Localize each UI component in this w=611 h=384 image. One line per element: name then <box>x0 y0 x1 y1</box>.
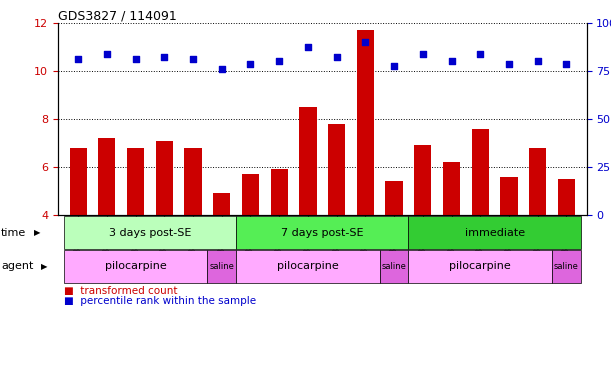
Bar <box>386 182 403 215</box>
Text: 3 days post-SE: 3 days post-SE <box>109 227 191 238</box>
Bar <box>98 138 115 215</box>
Bar <box>185 148 202 215</box>
Point <box>303 44 313 50</box>
Point <box>73 56 83 62</box>
Bar <box>443 162 460 215</box>
Text: agent: agent <box>1 261 34 271</box>
Point <box>447 58 456 65</box>
Point <box>102 51 112 57</box>
Bar <box>70 148 87 215</box>
Bar <box>127 148 144 215</box>
Point <box>246 61 255 67</box>
Text: saline: saline <box>210 262 234 271</box>
Point <box>418 51 428 57</box>
Text: time: time <box>1 227 26 238</box>
Point <box>562 61 571 67</box>
Text: ■  transformed count: ■ transformed count <box>64 286 178 296</box>
Point <box>159 53 169 60</box>
Point <box>217 66 227 72</box>
Bar <box>156 141 173 215</box>
Point <box>504 61 514 67</box>
Point <box>475 51 485 57</box>
Bar <box>242 174 259 215</box>
Text: saline: saline <box>382 262 406 271</box>
Point <box>389 63 399 70</box>
Text: pilocarpine: pilocarpine <box>450 261 511 271</box>
Text: pilocarpine: pilocarpine <box>104 261 166 271</box>
Text: ▶: ▶ <box>41 262 48 271</box>
Bar <box>558 179 575 215</box>
Bar <box>328 124 345 215</box>
Point <box>360 39 370 45</box>
Text: pilocarpine: pilocarpine <box>277 261 339 271</box>
Text: GDS3827 / 114091: GDS3827 / 114091 <box>58 10 177 23</box>
Text: ▶: ▶ <box>34 228 40 237</box>
Bar <box>299 107 316 215</box>
Bar <box>472 129 489 215</box>
Bar <box>213 194 230 215</box>
Bar <box>357 30 374 215</box>
Bar <box>500 177 518 215</box>
Point <box>332 53 342 60</box>
Text: immediate: immediate <box>464 227 525 238</box>
Text: ■  percentile rank within the sample: ■ percentile rank within the sample <box>64 296 256 306</box>
Point <box>274 58 284 65</box>
Text: 7 days post-SE: 7 days post-SE <box>281 227 364 238</box>
Bar <box>414 146 431 215</box>
Point <box>188 56 198 62</box>
Point <box>131 56 141 62</box>
Bar <box>529 148 546 215</box>
Text: saline: saline <box>554 262 579 271</box>
Bar <box>271 169 288 215</box>
Point <box>533 58 543 65</box>
